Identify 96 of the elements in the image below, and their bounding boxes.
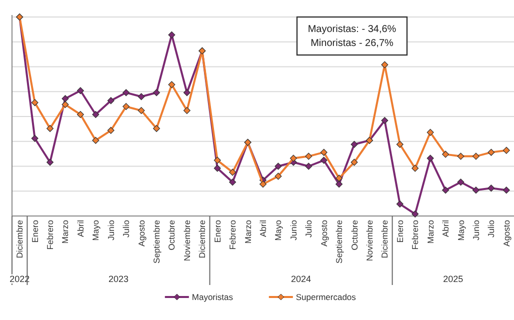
- x-tick-label: Junio: [106, 220, 116, 240]
- x-tick-label: Julio: [304, 220, 314, 238]
- point: [153, 124, 160, 132]
- point: [488, 184, 495, 192]
- point: [274, 172, 282, 180]
- x-tick-label: Mayo: [273, 220, 284, 241]
- x-tick-label: Enero: [394, 220, 405, 243]
- x-tick-label: Diciembre: [380, 220, 390, 258]
- x-tick-label: Diciembre: [14, 220, 25, 258]
- point: [229, 168, 236, 176]
- point: [62, 101, 69, 108]
- point: [350, 140, 358, 148]
- x-tick-label: Mayo: [456, 220, 466, 241]
- point: [381, 61, 388, 68]
- point: [472, 186, 480, 194]
- point: [46, 158, 54, 166]
- point: [31, 99, 38, 106]
- point: [214, 156, 221, 164]
- x-tick-label: Agosto: [501, 220, 512, 246]
- point: [183, 89, 190, 96]
- point: [442, 150, 450, 158]
- x-tick-label: Abril: [440, 220, 451, 238]
- point: [168, 81, 176, 88]
- point: [350, 158, 358, 166]
- point: [290, 154, 297, 162]
- x-tick-label: Septiembre: [152, 220, 162, 264]
- x-tick-label: Abril: [75, 220, 86, 238]
- legend-label: Mayoristas: [192, 292, 233, 302]
- point: [107, 97, 114, 104]
- point: [426, 128, 434, 136]
- legend-label: Supermercados: [296, 292, 356, 302]
- point: [396, 140, 404, 148]
- text: 2024: [291, 274, 312, 284]
- x-tick-label: Octubre: [349, 220, 360, 250]
- x-tick-label: Agosto: [318, 220, 329, 246]
- point: [168, 31, 176, 38]
- point: [260, 180, 266, 188]
- point: [138, 107, 145, 114]
- point: [92, 136, 100, 144]
- point: [502, 186, 510, 194]
- point: [396, 200, 404, 208]
- x-tick-label: Febrero: [45, 220, 56, 250]
- point: [31, 134, 38, 142]
- x-tick-label: Febrero: [410, 220, 420, 250]
- point: [46, 124, 54, 132]
- point: [457, 152, 464, 160]
- point: [305, 162, 312, 170]
- x-tick-label: Abril: [258, 220, 268, 238]
- annotation: Minoristas - 26,7%: [310, 38, 394, 49]
- point: [229, 178, 236, 186]
- point: [76, 87, 84, 94]
- point: [76, 111, 84, 118]
- x-tick-label: Marzo: [425, 220, 436, 244]
- point: [336, 174, 343, 182]
- x-tick-label: Diciembre: [197, 220, 208, 258]
- point: [214, 164, 221, 172]
- x-tick-label: Mayo: [90, 220, 101, 241]
- point: [488, 148, 495, 156]
- point: [62, 95, 69, 102]
- x-tick-label: Marzo: [60, 220, 70, 244]
- x-tick-label: Octubre: [166, 220, 177, 250]
- point: [92, 111, 100, 118]
- point: [305, 152, 312, 160]
- point: [457, 178, 464, 186]
- point: [107, 126, 114, 134]
- x-tick-label: Julio: [121, 220, 132, 238]
- x-tick-label: Junio: [288, 220, 298, 240]
- point: [426, 154, 434, 162]
- point: [320, 148, 328, 156]
- point: [183, 107, 190, 114]
- point: [442, 186, 450, 194]
- text: 2023: [108, 274, 128, 284]
- point: [274, 162, 282, 170]
- point: [138, 93, 145, 100]
- annotation: Mayoristas: - 34,6%: [308, 24, 396, 35]
- x-tick-label: Noviembre: [182, 220, 192, 262]
- point: [153, 89, 160, 96]
- x-tick-label: Agosto: [136, 220, 146, 246]
- point: [381, 116, 388, 124]
- point: [412, 210, 419, 218]
- point: [502, 146, 510, 154]
- x-tick-label: Septiembre: [334, 220, 344, 264]
- x-tick-label: Julio: [486, 220, 496, 238]
- x-tick-label: Enero: [30, 220, 40, 243]
- x-tick-label: Junio: [470, 220, 481, 240]
- point: [336, 180, 343, 188]
- point: [320, 156, 328, 164]
- x-tick-label: Noviembre: [364, 220, 374, 262]
- x-tick-label: Febrero: [228, 220, 238, 250]
- x-tick-label: Enero: [212, 220, 222, 243]
- point: [412, 164, 419, 172]
- text: 2025: [443, 274, 464, 284]
- x-tick-label: Marzo: [242, 220, 253, 244]
- point: [472, 152, 480, 160]
- point: [122, 89, 130, 96]
- point: [122, 103, 130, 110]
